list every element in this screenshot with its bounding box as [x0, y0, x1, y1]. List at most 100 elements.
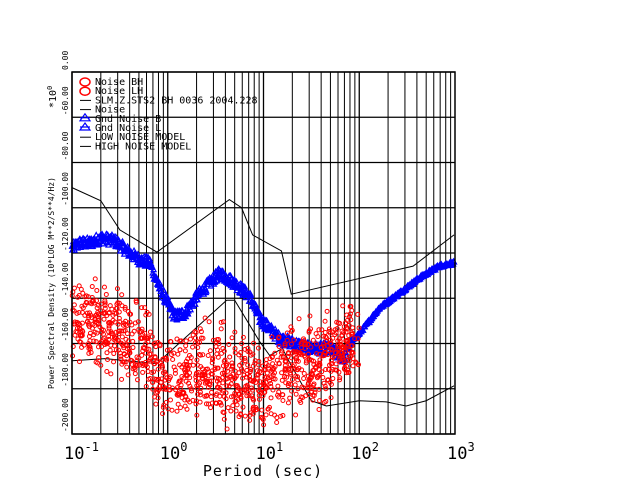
noise-bh-point — [209, 378, 215, 384]
noise-bh-point — [183, 362, 189, 368]
noise-bh-point — [182, 348, 188, 354]
noise-bh-point — [169, 352, 175, 358]
noise-bh-point — [181, 389, 187, 395]
noise-bh-point — [232, 368, 238, 374]
noise-bh-point — [160, 383, 166, 389]
noise-bh-point — [260, 393, 266, 399]
noise-bh-point — [168, 339, 174, 345]
noise-bh-point — [242, 413, 248, 419]
noise-bh-point — [189, 388, 195, 394]
noise-bh-point — [166, 376, 172, 382]
noise-bh-point — [84, 310, 90, 316]
noise-bh-point — [321, 380, 327, 386]
noise-bh-point — [287, 362, 293, 368]
noise-bh-point — [338, 359, 344, 365]
noise-bh-point — [139, 305, 145, 311]
noise-bh-point — [86, 345, 92, 351]
noise-bh-point — [194, 383, 200, 389]
noise-bh-point — [292, 382, 298, 388]
noise-bh-point — [349, 343, 355, 349]
legend-label: Noise BH — [95, 77, 143, 88]
noise-bh-point — [139, 335, 145, 341]
noise-bh-point — [131, 365, 137, 371]
noise-bh-point — [71, 302, 77, 308]
noise-bh-point — [77, 326, 83, 332]
noise-bh-point — [333, 361, 339, 367]
noise-bh-point — [255, 345, 261, 351]
noise-bh-point — [214, 365, 220, 371]
noise-bh-point — [116, 315, 122, 321]
gnd-noise-point — [275, 328, 283, 336]
noise-bh-point — [194, 412, 200, 418]
noise-bh-point — [312, 364, 318, 370]
noise-bh-point — [270, 361, 276, 367]
noise-bh-point — [178, 338, 184, 344]
noise-bh-point — [310, 337, 316, 343]
noise-bh-point — [198, 352, 204, 358]
gnd-noise-point — [184, 307, 192, 314]
noise-bh-point — [335, 320, 341, 326]
noise-bh-point — [98, 301, 104, 307]
noise-bh-point — [88, 350, 94, 356]
noise-bh-point — [202, 380, 208, 386]
noise-bh-point — [280, 413, 286, 419]
noise-bh-point — [177, 385, 183, 391]
noise-bh-point — [126, 345, 132, 351]
noise-bh-point — [153, 401, 159, 407]
noise-bh-point — [250, 387, 256, 393]
noise-bh-point — [100, 331, 106, 337]
noise-bh-point — [143, 359, 149, 365]
noise-bh-point — [349, 307, 355, 313]
noise-bh-point — [85, 294, 91, 300]
noise-bh-point — [77, 332, 83, 338]
noise-bh-point — [330, 376, 336, 382]
noise-bh-point — [256, 396, 262, 402]
noise-bh-point — [294, 358, 300, 364]
noise-bh-point — [183, 372, 189, 378]
noise-bh-point — [116, 309, 122, 315]
noise-bh-point — [120, 359, 126, 365]
noise-bh-point — [245, 349, 251, 355]
noise-bh-point — [111, 359, 117, 365]
noise-bh-point — [193, 330, 199, 336]
noise-bh-point — [209, 360, 215, 366]
noise-bh-point — [280, 354, 286, 360]
noise-bh-point — [271, 366, 277, 372]
noise-bh-point — [117, 319, 123, 325]
noise-bh-point — [169, 385, 175, 391]
noise-bh-point — [127, 350, 133, 356]
noise-bh-point — [266, 404, 272, 410]
noise-bh-point — [289, 388, 295, 394]
noise-bh-point — [295, 374, 301, 380]
noise-bh-point — [291, 348, 297, 354]
noise-bh-point — [336, 369, 342, 375]
noise-bh-point — [132, 362, 138, 368]
noise-bh-point — [119, 328, 125, 334]
noise-bh-point — [315, 373, 321, 379]
noise-bh-point — [144, 346, 150, 352]
noise-bh-point — [236, 352, 242, 358]
noise-bh-point — [288, 371, 294, 377]
noise-bh-point — [270, 376, 276, 382]
noise-bh-point — [89, 299, 95, 305]
gnd-noise-point — [184, 310, 192, 317]
noise-bh-point — [323, 366, 329, 372]
noise-bh-point — [107, 347, 113, 353]
legend-label: LOW NOISE MODEL — [95, 132, 185, 143]
noise-bh-point — [93, 339, 99, 345]
legend-circle-icon — [79, 77, 91, 87]
noise-bh-point — [339, 328, 345, 334]
gnd-noise-point — [117, 244, 125, 251]
noise-bh-point — [78, 286, 84, 292]
noise-bh-point — [350, 363, 356, 369]
noise-bh-point — [107, 320, 113, 326]
noise-bh-point — [350, 350, 356, 356]
noise-bh-point — [227, 354, 233, 360]
noise-bh-point — [335, 342, 341, 348]
gnd-noise-point — [275, 340, 283, 347]
gnd-noise-point — [92, 231, 100, 238]
noise-bh-point — [355, 311, 361, 317]
noise-bh-point — [183, 338, 189, 344]
x-tick-label: 103 — [447, 440, 475, 464]
noise-bh-point — [292, 366, 298, 372]
